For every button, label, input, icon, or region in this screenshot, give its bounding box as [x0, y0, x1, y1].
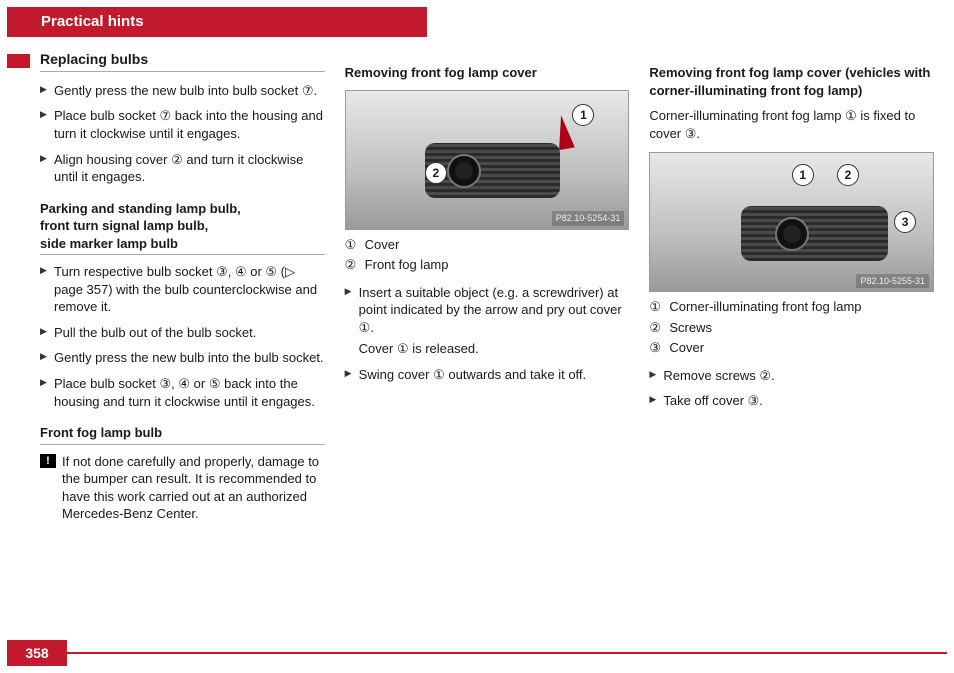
- step-item: Take off cover ③.: [649, 392, 934, 410]
- intro-text: Corner-illuminating front fog lamp ① is …: [649, 107, 934, 142]
- step-item: Turn respective bulb socket ③, ④ or ⑤ (▷…: [40, 263, 325, 316]
- legend-item: ① Cover: [345, 236, 630, 254]
- step-item: Gently press the new bulb into the bulb …: [40, 349, 325, 367]
- figure-legend-corner: ① Corner-illuminating front fog lamp ② Scr…: [649, 298, 934, 357]
- figure-grille: [741, 206, 888, 261]
- step-item: Place bulb socket ③, ④ or ⑤ back into th…: [40, 375, 325, 410]
- content-area: Replacing bulbs Gently press the new bul…: [40, 50, 934, 633]
- column-3: Removing front fog lamp cover (vehicles …: [649, 50, 934, 633]
- legend-text: Cover: [365, 237, 400, 252]
- step-item: Insert a suitable object (e.g. a screwdr…: [345, 284, 630, 358]
- figure-legend: ① Cover ② Front fog lamp: [345, 236, 630, 274]
- legend-text: Cover: [669, 340, 704, 355]
- caution-note: ! If not done carefully and properly, da…: [40, 453, 325, 523]
- legend-item: ② Screws: [649, 319, 934, 337]
- side-marker: [7, 54, 30, 68]
- subheading-parking: Parking and standing lamp bulb, front tu…: [40, 200, 325, 256]
- steps-parking: Turn respective bulb socket ③, ④ or ⑤ (▷…: [40, 263, 325, 410]
- legend-num: ③: [649, 339, 661, 357]
- figure-callout-2: 2: [425, 162, 447, 184]
- figure-callout-3: 3: [894, 211, 916, 233]
- figure-id: P82.10-5254-31: [552, 211, 625, 225]
- step-item: Gently press the new bulb into bulb sock…: [40, 82, 325, 100]
- steps-remove-cover: Insert a suitable object (e.g. a screwdr…: [345, 284, 630, 384]
- figure-callout-1: 1: [572, 104, 594, 126]
- manual-page: { "header": { "tab_title": "Practical hi…: [0, 0, 954, 673]
- legend-text: Corner-illuminating front fog lamp: [669, 299, 861, 314]
- step-item: Remove screws ②.: [649, 367, 934, 385]
- legend-item: ① Corner-illuminating front fog lamp: [649, 298, 934, 316]
- step-item: Place bulb socket ⑦ back into the housin…: [40, 107, 325, 142]
- step-item: Pull the bulb out of the bulb socket.: [40, 324, 325, 342]
- step-item: Align housing cover ② and turn it clockw…: [40, 151, 325, 186]
- column-2: Removing front fog lamp cover 1 2 P82.10…: [345, 50, 630, 633]
- legend-text: Screws: [669, 320, 712, 335]
- subheading-foglamp-bulb: Front fog lamp bulb: [40, 424, 325, 445]
- figure-foglamp-circle: [775, 217, 809, 251]
- legend-text: Front fog lamp: [365, 257, 449, 272]
- warning-icon: !: [40, 454, 56, 468]
- legend-num: ①: [649, 298, 661, 316]
- column-1: Replacing bulbs Gently press the new bul…: [40, 50, 325, 633]
- figure-id: P82.10-5255-31: [856, 274, 929, 288]
- legend-item: ③ Cover: [649, 339, 934, 357]
- figure-foglamp: 1 2 P82.10-5254-31: [345, 90, 630, 230]
- section-tab: Practical hints: [7, 7, 427, 37]
- subheading-remove-cover: Removing front fog lamp cover: [345, 64, 630, 82]
- steps-remove-cover-corner: Remove screws ②. Take off cover ③.: [649, 367, 934, 410]
- page-number-rule: [67, 652, 947, 654]
- figure-callout-2: 2: [837, 164, 859, 186]
- figure-callout-1: 1: [792, 164, 814, 186]
- subheading-remove-cover-corner: Removing front fog lamp cover (vehicles …: [649, 64, 934, 99]
- legend-num: ②: [345, 256, 357, 274]
- page-title: Replacing bulbs: [40, 50, 325, 72]
- legend-num: ②: [649, 319, 661, 337]
- steps-replacing: Gently press the new bulb into bulb sock…: [40, 82, 325, 186]
- figure-foglamp-corner: 1 2 3 P82.10-5255-31: [649, 152, 934, 292]
- step-item: Swing cover ① outwards and take it off.: [345, 366, 630, 384]
- legend-num: ①: [345, 236, 357, 254]
- page-number: 358: [7, 640, 67, 666]
- note-text: If not done carefully and properly, dama…: [62, 454, 319, 522]
- legend-item: ② Front fog lamp: [345, 256, 630, 274]
